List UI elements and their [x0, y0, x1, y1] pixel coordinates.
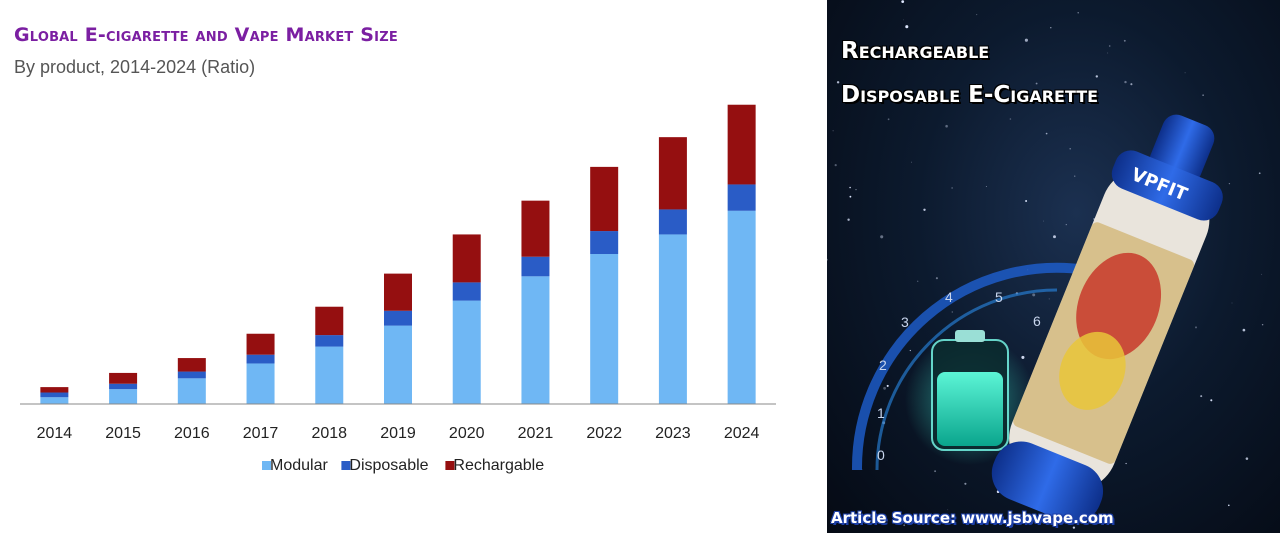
bar-modular-2017 — [246, 363, 275, 404]
bar-rechargable-2016 — [177, 358, 206, 372]
vape-illustration: 01234569 VPFIT — [827, 0, 1264, 529]
bar-modular-2021 — [521, 276, 550, 404]
x-tick-label: 2020 — [449, 425, 485, 442]
bar-rechargable-2017 — [246, 333, 275, 355]
chart-title: Global E-cigarette and Vape Market Size — [14, 24, 398, 46]
vape-device-icon: VPFIT — [991, 114, 1223, 523]
gauge-tick-label: 6 — [1033, 313, 1041, 329]
bar-rechargable-2019 — [384, 273, 412, 311]
bar-disposable-2024 — [727, 184, 756, 211]
x-tick-label: 2016 — [174, 425, 210, 442]
x-tick-label: 2021 — [518, 425, 554, 442]
bar-disposable-2023 — [658, 209, 687, 235]
bar-disposable-2017 — [246, 354, 275, 364]
legend-swatch-modular — [262, 461, 271, 470]
x-tick-label: 2014 — [37, 425, 73, 442]
gauge-tick-label: 2 — [879, 357, 887, 373]
bar-modular-2014 — [40, 397, 69, 404]
bar-rechargable-2023 — [658, 137, 687, 210]
bar-modular-2022 — [590, 254, 619, 404]
gauge-tick-label: 0 — [877, 447, 885, 463]
stacked-bar-chart: 2014 2015 2016 2017 2018 2019 2020 2021 2022 2023… — [20, 104, 776, 474]
legend-label-modular: Modular — [270, 457, 328, 474]
bar-modular-2024 — [727, 210, 756, 404]
bar-modular-2020 — [452, 300, 481, 404]
x-tick-label: 2023 — [655, 425, 691, 442]
legend-label-disposable: Disposable — [349, 457, 428, 474]
bar-rechargable-2020 — [452, 234, 481, 283]
gauge-tick-label: 1 — [877, 405, 885, 421]
bar-disposable-2014 — [40, 392, 69, 398]
bar-disposable-2021 — [521, 256, 550, 277]
x-tick-label: 2024 — [724, 425, 760, 442]
bar-rechargable-2015 — [109, 372, 138, 384]
bar-disposable-2022 — [590, 231, 619, 255]
bar-modular-2015 — [109, 389, 138, 404]
hero-heading-line2: Disposable E-Cigarette — [841, 82, 1099, 108]
gauge-arc — [851, 262, 1088, 471]
bar-rechargable-2024 — [727, 104, 756, 185]
x-tick-label: 2018 — [311, 425, 347, 442]
bar-modular-2023 — [658, 234, 687, 404]
hero-heading-line1: Rechargeable — [841, 38, 990, 64]
x-tick-label: 2019 — [380, 425, 416, 442]
bar-modular-2016 — [177, 378, 206, 404]
promo-image-panel: 01234569 VPFIT Rechargeable Disposable E… — [827, 0, 1280, 533]
article-source: Article Source: www.jsbvape.com — [831, 509, 1114, 527]
bar-disposable-2018 — [315, 335, 344, 347]
legend-label-rechargable: Rechargable — [453, 457, 544, 474]
bar-rechargable-2018 — [315, 306, 344, 336]
x-tick-label: 2022 — [586, 425, 622, 442]
bar-rechargable-2022 — [590, 166, 619, 232]
legend-swatch-disposable — [341, 461, 351, 470]
x-tick-label: 2017 — [243, 425, 279, 442]
bar-modular-2019 — [384, 325, 412, 404]
chart-subtitle: By product, 2014-2024 (Ratio) — [14, 57, 256, 77]
gauge-tick-label: 4 — [945, 289, 953, 305]
chart-panel: Global E-cigarette and Vape Market Size … — [14, 24, 776, 474]
bar-modular-2018 — [315, 346, 344, 404]
x-tick-label: 2015 — [105, 425, 141, 442]
bar-disposable-2015 — [109, 383, 138, 390]
bar-disposable-2020 — [452, 282, 481, 301]
legend-swatch-rechargable — [445, 461, 455, 470]
gauge-tick-label: 5 — [995, 289, 1003, 305]
gauge-tick-label: 3 — [901, 314, 909, 330]
bar-disposable-2019 — [384, 310, 412, 326]
bar-rechargable-2014 — [40, 387, 69, 393]
bar-disposable-2016 — [177, 371, 206, 379]
bar-rechargable-2021 — [521, 200, 550, 257]
